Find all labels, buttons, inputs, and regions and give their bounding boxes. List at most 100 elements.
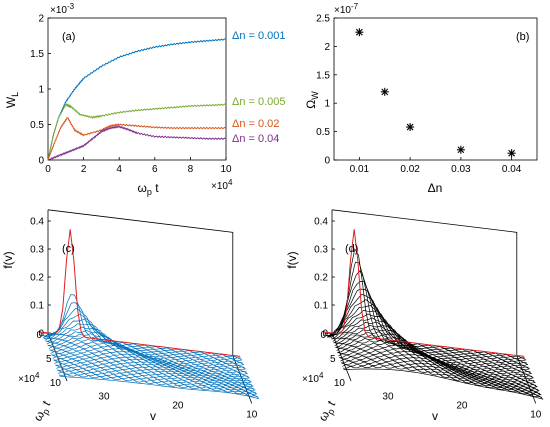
panel-b-label: (b) — [516, 31, 529, 43]
panel-b-ylabel: ΩW — [304, 91, 320, 109]
panel-c-zlabel: f(v) — [1, 251, 15, 268]
distribution-curve — [50, 350, 251, 382]
panel-b-axes-box — [333, 17, 538, 161]
panel-b-xlabel: Δn — [428, 181, 443, 195]
distribution-curve — [336, 342, 537, 386]
series-line — [47, 102, 227, 161]
distribution-curve — [330, 313, 531, 373]
y-tick-label: 1.5 — [30, 49, 44, 60]
distribution-curve — [40, 229, 241, 357]
panel-c-tlabel: ωp t — [30, 398, 55, 425]
y-tick-label: 2 — [38, 14, 44, 25]
star-stroke — [508, 149, 516, 157]
distribution-curve — [41, 302, 242, 360]
distribution-curve — [339, 352, 539, 392]
distribution-curve — [49, 346, 250, 379]
distribution-curve — [58, 371, 258, 398]
distribution-curve — [337, 347, 538, 388]
distribution-curve — [58, 373, 259, 399]
t-tick-label: 0 — [320, 330, 326, 341]
waterfall-curves — [40, 229, 260, 400]
x-tick-label: 0.04 — [502, 164, 522, 175]
distribution-curve — [45, 329, 246, 370]
z-tick-label: 0.2 — [314, 273, 328, 284]
panel-c-t-multiplier: ×104 — [18, 371, 40, 385]
distribution-curve — [342, 365, 543, 399]
data-point — [406, 123, 415, 132]
panel-b: 0.01 0.02 0.03 0.04 0 0.5 1 1.5 2 2.5 (b) ΩW Δn ×… — [304, 2, 538, 195]
distribution-curve — [325, 261, 526, 360]
data-point — [355, 28, 364, 37]
distribution-curve — [57, 368, 257, 395]
v-tick-label: 20 — [172, 401, 184, 412]
panel-b-y-multiplier: ×10-7 — [334, 2, 359, 16]
distribution-curve — [46, 336, 247, 373]
x-tick-label: 0.03 — [451, 164, 471, 175]
distribution-curve — [328, 299, 529, 368]
distribution-curve — [341, 359, 541, 396]
v-tick-label: 20 — [456, 401, 468, 412]
panel-d-tlabel: ωp t — [315, 398, 340, 425]
x-tick-label: 6 — [152, 164, 158, 175]
distribution-curve — [59, 375, 260, 400]
z-tick-label: 0.1 — [314, 301, 328, 312]
y-tick-label: 2 — [324, 42, 330, 53]
distribution-curve — [42, 313, 243, 364]
distribution-curve — [53, 358, 254, 387]
v-tick-label: 30 — [98, 392, 110, 403]
panel-a-plot-area: 0 2 4 6 8 10 0 0.5 1 1.5 2 Δn = 0.001 Δn = 0.005 Δn =… — [30, 14, 285, 176]
x-tick-label: 4 — [116, 164, 122, 175]
panel-a-label: (a) — [62, 31, 75, 43]
panel-a-x-multiplier: ×104 — [211, 178, 233, 192]
panel-d-t-multiplier: ×104 — [302, 371, 324, 385]
panel-c-vlabel: v — [150, 409, 156, 423]
distribution-curve — [343, 368, 544, 400]
series-line — [47, 116, 227, 161]
x-tick-label: 10 — [220, 164, 232, 175]
panel-d-zlabel: f(v) — [285, 251, 299, 268]
distribution-curve — [325, 248, 525, 359]
distribution-curve — [331, 317, 532, 374]
distribution-curve — [326, 281, 527, 364]
y-tick-label: 1.5 — [316, 70, 330, 81]
panel-a-xlabel: ωp t — [137, 181, 159, 197]
series-annotation: Δn = 0.02 — [232, 118, 279, 130]
x-tick-label: 8 — [188, 164, 194, 175]
x-tick-label: 0 — [45, 164, 51, 175]
series-annotation: Δn = 0.04 — [232, 133, 279, 145]
distribution-curve — [55, 363, 255, 391]
y-tick-label: 0.5 — [30, 120, 44, 131]
z-tick-label: 0.4 — [314, 217, 328, 228]
x-tick-label: 2 — [81, 164, 87, 175]
distribution-curve — [338, 350, 539, 390]
y-tick-label: 1 — [38, 85, 44, 96]
t-tick-label: 5 — [330, 354, 336, 365]
box-edge — [331, 209, 518, 356]
distribution-curve — [51, 352, 252, 383]
distribution-curve — [329, 305, 530, 370]
t-tick-label: 0 — [36, 330, 42, 341]
panel-c-label: (c) — [62, 243, 75, 255]
panel-a: 0 2 4 6 8 10 0 0.5 1 1.5 2 Δn = 0.001 Δn = 0.005 Δn =… — [4, 2, 286, 197]
distribution-curve — [47, 338, 248, 374]
distribution-curve — [327, 288, 528, 365]
y-tick-label: 1 — [324, 99, 330, 110]
x-tick-label: 0.01 — [350, 164, 370, 175]
y-tick-label: 0.5 — [316, 127, 330, 138]
z-tick-label: 0.2 — [30, 273, 44, 284]
y-tick-label: 2.5 — [316, 14, 330, 25]
distribution-curve — [44, 326, 245, 368]
z-tick-label: 0.1 — [30, 301, 44, 312]
data-point — [380, 87, 389, 96]
star-stroke — [406, 123, 414, 131]
series-annotation: Δn = 0.005 — [232, 96, 286, 108]
panel-a-y-multiplier: ×10-3 — [50, 2, 75, 16]
distribution-curve — [342, 363, 542, 398]
distribution-curve — [48, 343, 249, 377]
series-annotation: Δn = 0.001 — [232, 30, 286, 42]
